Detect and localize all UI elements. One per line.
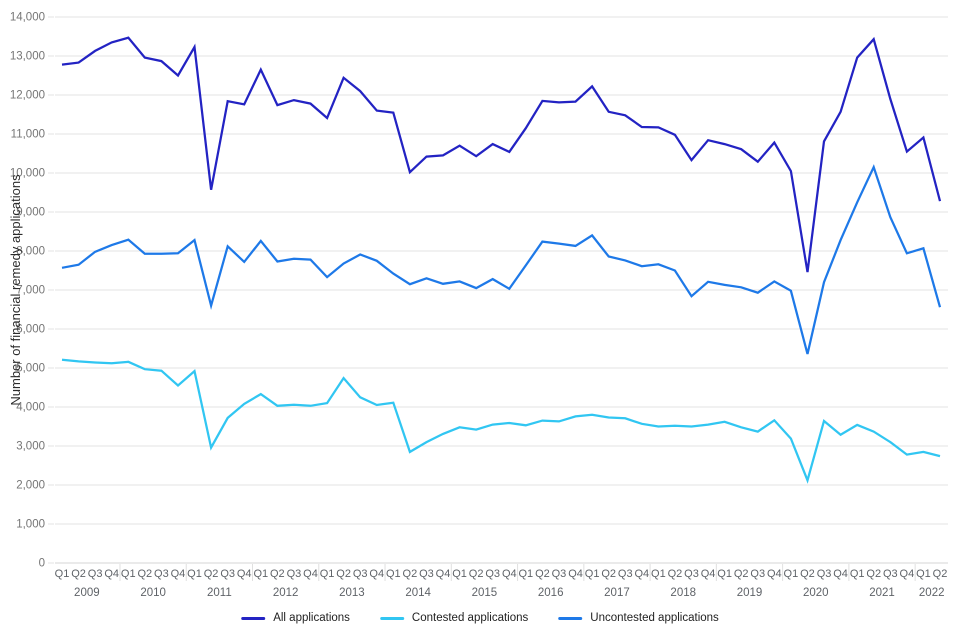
x-quarter-label: Q4	[303, 568, 318, 580]
x-quarter-label: Q3	[353, 568, 368, 580]
legend-swatch-contested-applications	[379, 616, 404, 620]
legend-item-contested-applications: Contested applications	[379, 612, 529, 624]
x-quarter-label: Q4	[833, 568, 848, 580]
x-year-label: 2010	[140, 587, 166, 599]
x-quarter-label: Q1	[55, 568, 70, 580]
x-quarter-label: Q1	[916, 568, 931, 580]
x-quarter-label: Q4	[171, 568, 186, 580]
x-year-label: 2020	[803, 587, 829, 599]
x-quarter-label: Q3	[618, 568, 633, 580]
y-tick-label: 13,000	[10, 51, 45, 63]
x-year-label: 2013	[339, 587, 365, 599]
x-quarter-label: Q1	[585, 568, 600, 580]
x-quarter-label: Q2	[933, 568, 948, 580]
x-year-label: 2009	[74, 587, 100, 599]
y-tick-label: 11,000	[11, 129, 45, 141]
legend-label: Contested applications	[411, 612, 529, 624]
y-tick-label: 8,000	[16, 246, 45, 258]
x-quarter-label: Q1	[717, 568, 732, 580]
x-quarter-label: Q2	[137, 568, 152, 580]
x-quarter-label: Q3	[220, 568, 235, 580]
x-year-label: 2022	[919, 587, 945, 599]
x-quarter-label: Q3	[552, 568, 567, 580]
x-quarter-label: Q1	[784, 568, 799, 580]
x-quarter-label: Q4	[104, 568, 119, 580]
x-quarter-label: Q1	[121, 568, 136, 580]
x-quarter-label: Q3	[817, 568, 832, 580]
x-year-label: 2021	[869, 587, 895, 599]
x-year-label: 2016	[538, 587, 564, 599]
legend-swatch-uncontested-applications	[558, 616, 583, 620]
x-year-label: 2011	[207, 587, 232, 599]
y-axis-title: Number of financial remedy applications	[8, 174, 23, 406]
y-tick-label: 10,000	[10, 168, 45, 180]
y-tick-label: 14,000	[10, 12, 45, 24]
x-quarter-label: Q2	[535, 568, 550, 580]
y-tick-label: 4,000	[16, 402, 45, 414]
x-quarter-label: Q3	[287, 568, 302, 580]
y-tick-label: 7,000	[16, 285, 45, 297]
x-year-label: 2012	[273, 587, 299, 599]
y-tick-label: 1,000	[16, 519, 45, 531]
x-quarter-label: Q1	[452, 568, 467, 580]
x-quarter-label: Q2	[469, 568, 484, 580]
x-quarter-label: Q2	[403, 568, 418, 580]
x-quarter-label: Q4	[436, 568, 451, 580]
x-quarter-label: Q1	[187, 568, 202, 580]
x-quarter-label: Q2	[71, 568, 86, 580]
legend-item-all-applications: All applications	[241, 612, 350, 624]
legend-label: Uncontested applications	[590, 612, 719, 624]
y-tick-label: 5,000	[16, 363, 45, 375]
x-quarter-label: Q2	[800, 568, 815, 580]
legend-swatch-all-applications	[241, 616, 266, 620]
x-quarter-label: Q1	[519, 568, 534, 580]
x-quarter-label: Q4	[767, 568, 782, 580]
x-year-label: 2017	[604, 587, 630, 599]
legend-item-uncontested-applications: Uncontested applications	[558, 612, 719, 624]
x-quarter-label: Q1	[651, 568, 666, 580]
x-quarter-label: Q4	[701, 568, 716, 580]
x-quarter-label: Q2	[601, 568, 616, 580]
x-quarter-label: Q3	[485, 568, 500, 580]
x-quarter-label: Q3	[88, 568, 103, 580]
x-quarter-label: Q1	[320, 568, 335, 580]
x-year-label: 2018	[670, 587, 696, 599]
chart-legend: All applications Contested applications …	[241, 612, 719, 624]
x-quarter-label: Q1	[386, 568, 401, 580]
y-tick-label: 6,000	[16, 324, 45, 336]
x-quarter-label: Q2	[668, 568, 683, 580]
x-quarter-label: Q2	[336, 568, 351, 580]
x-quarter-label: Q2	[866, 568, 881, 580]
x-quarter-label: Q4	[502, 568, 517, 580]
x-quarter-label: Q3	[883, 568, 898, 580]
y-tick-label: 3,000	[16, 441, 45, 453]
x-quarter-label: Q4	[568, 568, 583, 580]
x-quarter-label: Q4	[237, 568, 252, 580]
x-quarter-label: Q1	[850, 568, 865, 580]
x-quarter-label: Q3	[684, 568, 699, 580]
x-year-label: 2015	[472, 587, 498, 599]
x-quarter-label: Q4	[900, 568, 915, 580]
x-quarter-label: Q3	[750, 568, 765, 580]
series-line-uncontested-applications	[61, 164, 942, 355]
x-year-label: 2014	[405, 587, 431, 599]
series-line-all-applications	[61, 36, 942, 273]
x-quarter-label: Q4	[369, 568, 384, 580]
x-quarter-label: Q3	[419, 568, 434, 580]
y-tick-label: 2,000	[16, 480, 45, 492]
y-tick-label: 12,000	[10, 90, 45, 102]
series-line-contested-applications	[61, 358, 941, 484]
x-quarter-label: Q2	[734, 568, 749, 580]
x-quarter-label: Q3	[154, 568, 169, 580]
y-tick-label: 0	[39, 558, 45, 570]
x-quarter-label: Q1	[253, 568, 268, 580]
x-quarter-label: Q2	[270, 568, 285, 580]
x-year-label: 2019	[737, 587, 763, 599]
x-quarter-label: Q4	[634, 568, 649, 580]
x-quarter-label: Q2	[204, 568, 219, 580]
y-tick-label: 9,000	[16, 207, 45, 219]
legend-label: All applications	[273, 612, 350, 624]
